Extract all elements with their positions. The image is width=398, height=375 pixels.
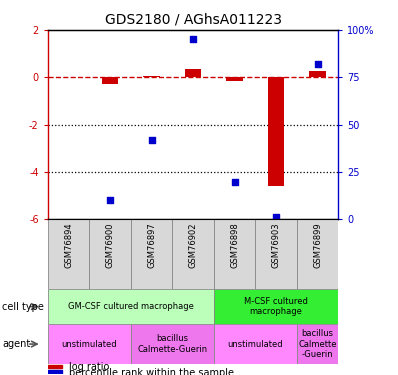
Point [107, 197, 113, 203]
Bar [48, 289, 214, 324]
Bar [214, 324, 297, 364]
Bar [214, 289, 338, 324]
Text: GSM76894: GSM76894 [64, 222, 73, 268]
Point [190, 36, 196, 42]
Text: GSM76903: GSM76903 [271, 222, 281, 268]
Text: GSM76898: GSM76898 [230, 222, 239, 268]
Text: GSM76900: GSM76900 [105, 222, 115, 268]
Bar [131, 324, 214, 364]
Bar [48, 365, 62, 369]
Text: GM-CSF cultured macrophage: GM-CSF cultured macrophage [68, 302, 194, 311]
Text: log ratio: log ratio [69, 362, 109, 372]
Bar [172, 219, 214, 289]
Text: cell type: cell type [2, 302, 44, 312]
Text: agent: agent [2, 339, 30, 349]
Point [314, 61, 321, 67]
Bar [297, 324, 338, 364]
Text: GSM76902: GSM76902 [189, 222, 197, 268]
Bar [226, 77, 243, 81]
Bar [48, 219, 89, 289]
Bar [255, 219, 297, 289]
Point [231, 178, 238, 184]
Text: GSM76899: GSM76899 [313, 222, 322, 268]
Text: unstimulated: unstimulated [228, 340, 283, 349]
Bar [185, 69, 201, 77]
Text: M-CSF cultured
macrophage: M-CSF cultured macrophage [244, 297, 308, 316]
Text: bacillus
Calmette
-Guerin: bacillus Calmette -Guerin [298, 329, 337, 359]
Point [273, 214, 279, 220]
Bar [309, 71, 326, 77]
Title: GDS2180 / AGhsA011223: GDS2180 / AGhsA011223 [105, 12, 281, 26]
Text: GSM76897: GSM76897 [147, 222, 156, 268]
Text: percentile rank within the sample: percentile rank within the sample [69, 368, 234, 375]
Point [148, 137, 155, 143]
Bar [131, 219, 172, 289]
Bar [89, 219, 131, 289]
Bar [143, 76, 160, 77]
Bar [297, 219, 338, 289]
Bar [102, 77, 118, 84]
Bar [48, 324, 131, 364]
Bar [268, 77, 284, 186]
Bar [214, 219, 255, 289]
Bar [48, 370, 62, 374]
Text: bacillus
Calmette-Guerin: bacillus Calmette-Guerin [137, 334, 207, 354]
Text: unstimulated: unstimulated [61, 340, 117, 349]
